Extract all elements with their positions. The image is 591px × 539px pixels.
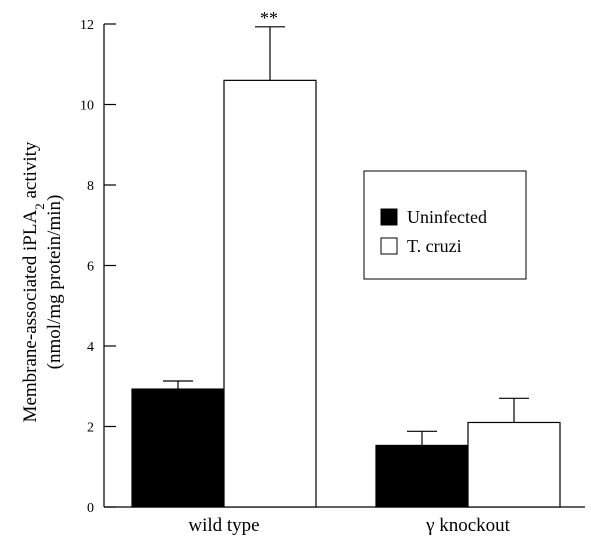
bar-uninfected <box>131 388 225 508</box>
y-tick-label: 8 <box>87 179 94 194</box>
y-axis-label-subscript: 2 <box>32 203 47 210</box>
x-tick-label: γ knockout <box>425 515 511 536</box>
y-tick-label: 12 <box>80 18 94 33</box>
bar-uninfected <box>375 444 469 508</box>
legend-swatch-t-cruzi <box>380 237 398 255</box>
y-tick-label: 6 <box>87 260 94 275</box>
bar-t-cruzi <box>467 421 561 508</box>
bar-t-cruzi <box>223 79 317 508</box>
y-tick-label: 10 <box>80 99 94 114</box>
y-tick-label: 2 <box>87 421 94 436</box>
legend-swatch-uninfected <box>380 208 398 226</box>
label-layer: 0 2 4 6 8 10 12 wild type γ knockout ** <box>80 8 511 536</box>
y-axis-units: (nmol/mg protein/min) <box>44 195 65 370</box>
y-tick-label: 0 <box>87 501 94 516</box>
x-tick-label: wild type <box>188 515 259 536</box>
legend-label-t-cruzi: T. cruzi <box>407 236 462 256</box>
y-tick-label: 4 <box>87 340 94 355</box>
legend-label-uninfected: Uninfected <box>407 207 487 227</box>
bar-layer <box>131 26 561 508</box>
significance-annotation: ** <box>260 8 278 28</box>
legend: Uninfected T. cruzi <box>363 170 527 280</box>
y-axis-label: Membrane-associated iPLA2 activity <box>20 141 47 422</box>
